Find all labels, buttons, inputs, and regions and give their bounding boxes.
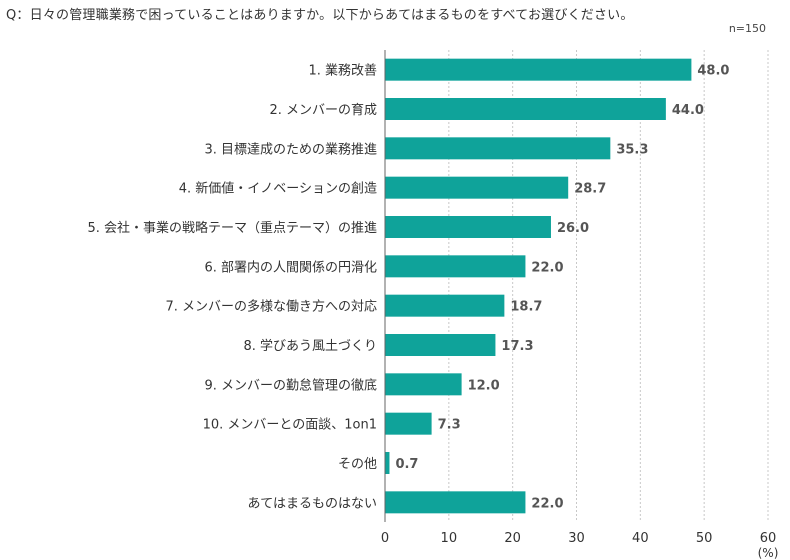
value-label: 35.3 bbox=[616, 142, 648, 157]
value-label: 0.7 bbox=[395, 457, 418, 472]
bar bbox=[385, 373, 462, 396]
bar bbox=[385, 216, 551, 238]
value-label: 18.7 bbox=[510, 300, 542, 315]
value-label: 12.0 bbox=[468, 378, 500, 393]
x-tick-label: 0 bbox=[381, 531, 389, 546]
bar bbox=[385, 491, 526, 514]
x-unit-label: (%) bbox=[758, 546, 779, 560]
value-labels: 48.0 44.0 35.3 28.7 26.0 22.0 18.7 17.3 12.0 7.3 0… bbox=[395, 64, 729, 512]
bar bbox=[385, 255, 526, 278]
bar bbox=[385, 412, 432, 435]
value-label: 7.3 bbox=[438, 418, 461, 433]
bar bbox=[385, 176, 569, 199]
x-tick-label: 60 bbox=[760, 531, 777, 546]
category-label: その他 bbox=[338, 457, 377, 472]
value-label: 22.0 bbox=[531, 260, 563, 275]
bar bbox=[385, 137, 611, 160]
category-label: 7. メンバーの多様な働き方への対応 bbox=[165, 299, 377, 315]
category-label: 10. メンバーとの面談、1on1 bbox=[203, 417, 377, 433]
category-label: あてはまるものはない bbox=[248, 496, 377, 511]
value-label: 48.0 bbox=[697, 64, 729, 79]
bar bbox=[385, 98, 666, 120]
x-tick-label: 50 bbox=[696, 531, 713, 546]
category-label: 8. 学びあう風土づくり bbox=[243, 338, 377, 354]
question-title: Q：日々の管理職業務で困っていることはありますか。以下からあてはまるものをすべて… bbox=[6, 8, 634, 23]
value-label: 44.0 bbox=[672, 103, 704, 118]
bars bbox=[385, 58, 692, 514]
value-label: 28.7 bbox=[574, 182, 606, 197]
category-labels: 1. 業務改善 2. メンバーの育成 3. 目標達成のための業務推進 4. 新価値・イ… bbox=[87, 63, 377, 512]
category-label: 2. メンバーの育成 bbox=[269, 102, 377, 118]
value-label: 22.0 bbox=[531, 496, 563, 511]
grid-lines bbox=[448, 50, 769, 522]
bar bbox=[385, 294, 505, 317]
bar bbox=[385, 58, 692, 81]
x-tick-label: 30 bbox=[568, 531, 585, 546]
x-tick-label: 40 bbox=[632, 531, 649, 546]
category-label: 5. 会社・事業の戦略テーマ（重点テーマ）の推進 bbox=[87, 220, 377, 236]
sample-size-label: n=150 bbox=[728, 22, 766, 35]
bar bbox=[385, 452, 390, 474]
x-tick-labels: 0 10 20 30 40 50 60 bbox=[381, 531, 776, 546]
category-label: 3. 目標達成のための業務推進 bbox=[204, 141, 377, 157]
category-label: 1. 業務改善 bbox=[308, 63, 377, 79]
value-label: 26.0 bbox=[557, 221, 589, 236]
category-label: 4. 新価値・イノベーションの創造 bbox=[179, 181, 377, 197]
x-tick-label: 10 bbox=[441, 531, 458, 546]
x-tick-label: 20 bbox=[504, 531, 521, 546]
category-label: 6. 部署内の人間関係の円滑化 bbox=[204, 259, 377, 275]
category-label: 9. メンバーの勤怠管理の徹底 bbox=[204, 377, 377, 393]
bar bbox=[385, 334, 496, 356]
value-label: 17.3 bbox=[501, 339, 533, 354]
